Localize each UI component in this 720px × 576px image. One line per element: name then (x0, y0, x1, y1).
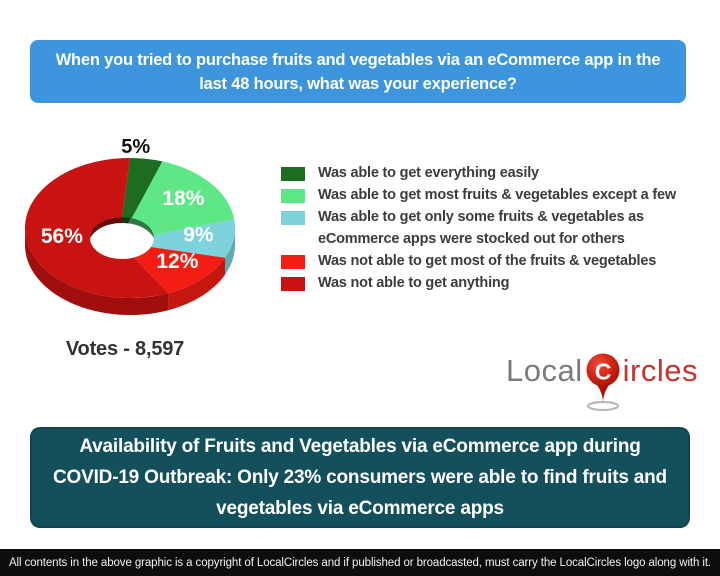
logo-text-circles: ircles (622, 353, 698, 388)
copyright-text: All contents in the above graphic is a c… (8, 556, 712, 569)
location-pin-icon: C (586, 353, 620, 412)
legend-swatch-icon (281, 211, 305, 225)
donut-chart: 5% 18% 9% 12% 56% (24, 138, 235, 315)
pie-slice-depth-2 (225, 228, 235, 275)
chart-legend: Was able to get everything easily Was abl… (281, 162, 693, 294)
legend-label: Was not able to get most of the fruits &… (318, 253, 657, 269)
pie-slice-depth-4 (25, 228, 169, 315)
legend-item-2: Was able to get only some fruits & veget… (281, 206, 693, 250)
pie-slice-depth-3 (168, 257, 226, 311)
pie-slice-3 (133, 246, 226, 294)
legend-swatch-icon (281, 189, 305, 203)
legend-swatch-icon (281, 167, 305, 181)
slice-label-2: 9% (183, 224, 214, 247)
pie-slice-4 (24, 158, 169, 298)
legend-label: Was able to get most fruits & vegetables… (318, 187, 676, 203)
slice-label-4: 56% (41, 225, 83, 248)
slice-label-1: 18% (162, 187, 204, 210)
question-text: When you tried to purchase fruits and ve… (55, 50, 661, 93)
legend-item-4: Was not able to get anything (281, 272, 693, 294)
slice-label-0: 5% (121, 138, 150, 158)
svg-text:C: C (594, 359, 611, 385)
legend-swatch-icon (281, 277, 305, 291)
question-banner: When you tried to purchase fruits and ve… (30, 40, 686, 103)
pie-slice-0 (122, 158, 163, 219)
logo-text-local: Local (506, 353, 583, 388)
pie-slice-2 (150, 219, 235, 258)
legend-item-0: Was able to get everything easily (281, 162, 693, 184)
legend-swatch-icon (281, 255, 305, 269)
legend-item-3: Was not able to get most of the fruits &… (281, 250, 693, 272)
legend-label: Was able to get everything easily (318, 165, 539, 181)
summary-text: Availability of Fruits and Vegetables vi… (53, 436, 667, 519)
legend-label: Was able to get only some fruits & veget… (318, 209, 644, 247)
legend-label: Was not able to get anything (318, 275, 510, 291)
localcircles-logo: Local C ircles (506, 351, 698, 413)
legend-item-1: Was able to get most fruits & vegetables… (281, 184, 693, 206)
slice-label-3: 12% (156, 250, 198, 273)
footer-bar: All contents in the above graphic is a c… (0, 549, 720, 576)
pie-slice-1 (131, 161, 235, 236)
votes-label: Votes - 8,597 (65, 338, 185, 360)
summary-banner: Availability of Fruits and Vegetables vi… (30, 427, 690, 528)
